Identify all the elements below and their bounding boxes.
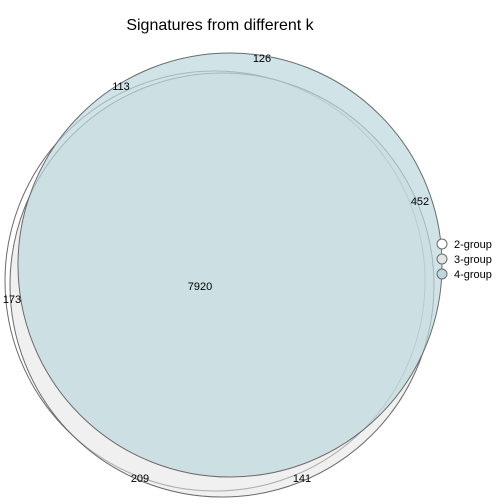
legend-swatch-icon xyxy=(437,269,447,279)
legend-label: 3-group xyxy=(454,254,492,266)
region-label: 452 xyxy=(411,196,429,208)
region-label: 141 xyxy=(293,473,311,485)
legend-label: 4-group xyxy=(454,269,492,281)
legend-swatch-icon xyxy=(437,239,447,249)
chart-title: Signatures from different k xyxy=(126,17,314,34)
legend: 2-group 3-group 4-group xyxy=(437,239,492,281)
venn-diagram: Signatures from different k 7920 126 113 45… xyxy=(0,0,504,504)
region-label: 173 xyxy=(3,294,21,306)
legend-swatch-icon xyxy=(437,254,447,264)
region-label: 209 xyxy=(131,473,149,485)
region-label: 113 xyxy=(112,81,130,93)
region-label: 126 xyxy=(253,53,271,65)
legend-label: 2-group xyxy=(454,239,492,251)
venn-circle-4-group xyxy=(18,53,442,477)
region-label: 7920 xyxy=(188,281,212,293)
